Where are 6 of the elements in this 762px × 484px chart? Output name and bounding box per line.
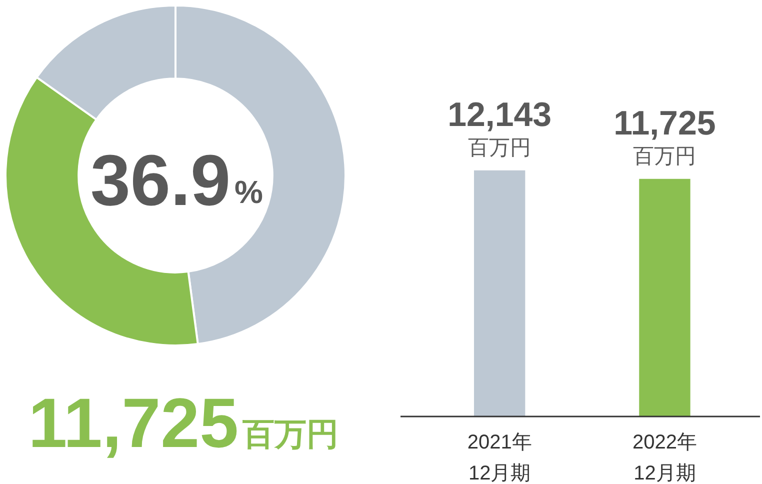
x-tick-label: 2021年 12月期	[467, 432, 532, 484]
text: 11,725百万円	[28, 384, 338, 462]
data-label: 11,725 百万円	[614, 104, 716, 168]
x-tick-label: 2022年 12月期	[632, 432, 697, 484]
text: 36.9%	[90, 140, 263, 221]
data-label: 12,143 百万円	[448, 96, 552, 160]
